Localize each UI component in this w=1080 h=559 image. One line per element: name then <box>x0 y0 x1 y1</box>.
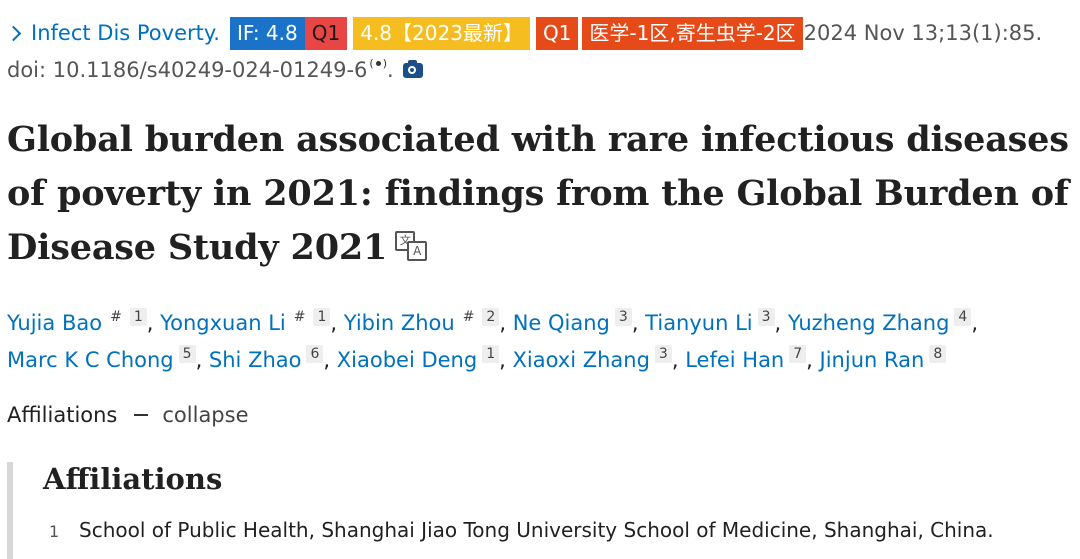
equal-contribution-marker[interactable]: # <box>110 309 122 325</box>
affiliation-ref[interactable]: 5 <box>178 345 196 363</box>
affiliation-text: School of Public Health, Shanghai Jiao T… <box>79 518 994 542</box>
author-entry: Jinjun Ran 8 <box>819 345 947 372</box>
journal-link[interactable]: Infect Dis Poverty. <box>5 21 220 45</box>
affiliation-ref[interactable]: 1 <box>129 308 147 326</box>
author-link[interactable]: Jinjun Ran <box>819 348 925 372</box>
author-separator: , <box>499 311 513 335</box>
author-entry: Yuzheng Zhang 4 <box>787 308 972 335</box>
publication-date: 2024 Nov 13;13(1):85. <box>803 21 1043 45</box>
affiliations-toggle-label: Affiliations <box>7 403 118 427</box>
author-separator: , <box>330 311 344 335</box>
author-entry: Xiaoxi Zhang 3 <box>512 345 672 372</box>
affiliation-ref[interactable]: 1 <box>482 345 500 363</box>
affiliation-ref[interactable]: 3 <box>654 345 672 363</box>
affiliation-ref[interactable]: 3 <box>614 308 632 326</box>
author-entry: Ne Qiang 3 <box>512 308 632 335</box>
journal-name: Infect Dis Poverty. <box>31 21 220 45</box>
author-separator: , <box>971 311 979 335</box>
author-link[interactable]: Shi Zhao <box>208 348 302 372</box>
author-link[interactable]: Yongxuan Li <box>160 311 286 335</box>
doi-text: doi: 10.1186/s40249-024-01249-6 <box>7 58 368 82</box>
collapse-link[interactable]: collapse <box>162 403 249 427</box>
article-title-text: Global burden associated with rare infec… <box>7 119 1069 268</box>
affiliation-ref[interactable]: 8 <box>929 345 947 363</box>
minus-icon <box>134 414 149 416</box>
cas-score-badge: 4.8【2023最新】 <box>353 16 530 50</box>
affiliation-ref[interactable]: 1 <box>313 308 331 326</box>
cas-division-badge: 医学-1区,寄生虫学-2区 <box>582 16 803 50</box>
author-entry: Shi Zhao 6 <box>208 345 324 372</box>
camera-icon[interactable] <box>402 59 423 78</box>
affiliation-ref[interactable]: 2 <box>482 308 500 326</box>
author-link[interactable]: Yibin Zhou <box>343 311 455 335</box>
affiliations-toggle[interactable]: Affiliations collapse <box>7 400 249 430</box>
author-link[interactable]: Tianyun Li <box>645 311 753 335</box>
affiliation-number: 1 <box>49 522 60 541</box>
author-link[interactable]: Lefei Han <box>685 348 785 372</box>
author-link[interactable]: Ne Qiang <box>512 311 610 335</box>
equal-contribution-marker[interactable]: # <box>462 309 475 325</box>
author-separator: , <box>631 311 646 335</box>
cas-quartile-badge: Q1 <box>535 16 579 50</box>
doi-row: doi: 10.1186/s40249-024-01249-6 () . <box>7 55 423 85</box>
author-entry: Lefei Han 7 <box>685 345 807 372</box>
author-entry: Tianyun Li 3 <box>645 308 775 335</box>
author-link[interactable]: Marc K C Chong <box>7 348 174 372</box>
affiliation-ref[interactable]: 6 <box>306 345 324 363</box>
author-entry: Yongxuan Li #1 <box>160 308 331 335</box>
radio-wave-icon[interactable]: () <box>369 56 387 70</box>
author-separator: , <box>774 311 788 335</box>
author-separator: , <box>499 348 513 372</box>
equal-contribution-marker[interactable]: # <box>293 309 306 325</box>
author-separator: , <box>671 348 686 372</box>
author-list: Yujia Bao #1, Yongxuan Li #1, Yibin Zhou #2… <box>7 305 1077 379</box>
author-entry: Yujia Bao #1 <box>7 308 147 335</box>
author-separator: , <box>323 348 337 372</box>
author-link[interactable]: Xiaoxi Zhang <box>512 348 650 372</box>
affiliation-ref[interactable]: 4 <box>954 308 972 326</box>
author-link[interactable]: Yuzheng Zhang <box>787 311 950 335</box>
author-link[interactable]: Xiaobei Deng <box>336 348 478 372</box>
impact-factor-badge: IF: 4.8 <box>229 16 305 50</box>
author-entry: Marc K C Chong 5 <box>7 345 196 372</box>
doi-suffix: . <box>387 58 394 82</box>
affiliation-ref[interactable]: 7 <box>789 345 807 363</box>
citation-row: Infect Dis Poverty. IF: 4.8 Q1 4.8【2023最… <box>5 16 1043 50</box>
affiliations-panel: Affiliations 1 School of Public Health, … <box>7 462 1080 559</box>
affiliation-item: 1 School of Public Health, Shanghai Jiao… <box>49 518 994 542</box>
quartile-badge: Q1 <box>304 16 348 50</box>
article-title: Global burden associated with rare infec… <box>7 113 1077 275</box>
author-separator: , <box>195 348 209 372</box>
affiliations-heading: Affiliations <box>43 462 223 496</box>
author-separator: , <box>146 311 161 335</box>
author-entry: Yibin Zhou #2 <box>343 308 500 335</box>
author-link[interactable]: Yujia Bao <box>7 311 103 335</box>
chevron-right-icon <box>5 25 22 41</box>
author-separator: , <box>806 348 820 372</box>
affiliation-ref[interactable]: 3 <box>757 308 775 326</box>
author-entry: Xiaobei Deng 1 <box>336 345 500 372</box>
